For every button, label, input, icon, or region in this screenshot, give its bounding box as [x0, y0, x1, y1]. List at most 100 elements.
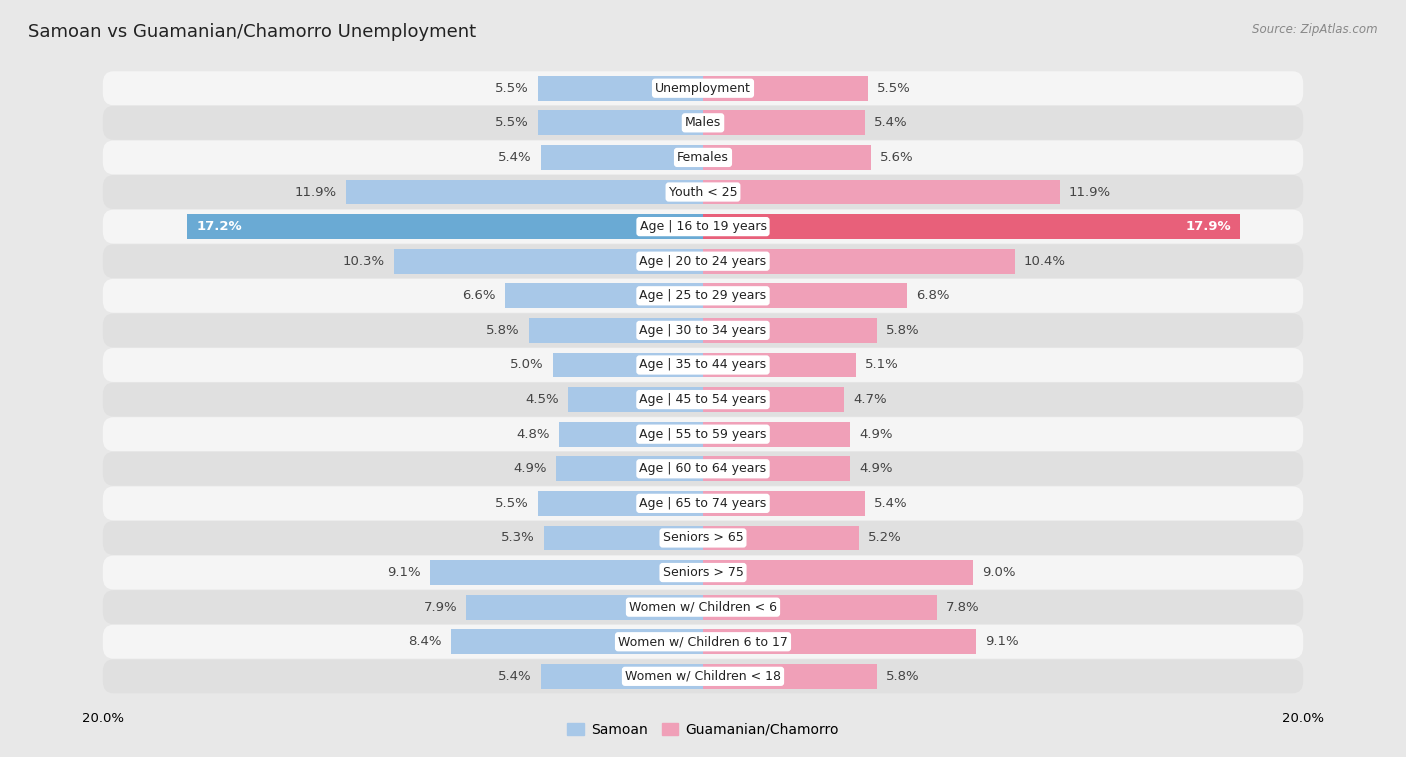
Bar	[703, 595, 936, 619]
Text: 5.6%: 5.6%	[880, 151, 914, 164]
FancyBboxPatch shape	[103, 106, 1303, 140]
FancyBboxPatch shape	[103, 659, 1303, 693]
Bar	[703, 456, 851, 481]
Text: 4.5%: 4.5%	[526, 393, 560, 406]
Text: Age | 60 to 64 years: Age | 60 to 64 years	[640, 463, 766, 475]
FancyBboxPatch shape	[103, 382, 1303, 416]
Bar	[544, 525, 703, 550]
Bar	[703, 491, 865, 516]
Text: 4.9%: 4.9%	[859, 428, 893, 441]
Bar	[560, 422, 703, 447]
Text: 6.8%: 6.8%	[915, 289, 949, 302]
Text: 9.1%: 9.1%	[986, 635, 1018, 648]
Text: 7.8%: 7.8%	[946, 600, 980, 614]
Bar	[703, 387, 844, 412]
FancyBboxPatch shape	[103, 590, 1303, 624]
Text: Source: ZipAtlas.com: Source: ZipAtlas.com	[1253, 23, 1378, 36]
Text: Age | 30 to 34 years: Age | 30 to 34 years	[640, 324, 766, 337]
Text: 11.9%: 11.9%	[295, 185, 337, 198]
Bar	[529, 318, 703, 343]
Text: 9.0%: 9.0%	[981, 566, 1015, 579]
Text: 5.5%: 5.5%	[877, 82, 911, 95]
Text: 5.5%: 5.5%	[495, 497, 529, 510]
FancyBboxPatch shape	[103, 487, 1303, 520]
Bar	[703, 353, 856, 378]
Text: 5.5%: 5.5%	[495, 82, 529, 95]
Text: Samoan vs Guamanian/Chamorro Unemployment: Samoan vs Guamanian/Chamorro Unemploymen…	[28, 23, 477, 41]
Text: Women w/ Children 6 to 17: Women w/ Children 6 to 17	[619, 635, 787, 648]
Text: 4.9%: 4.9%	[859, 463, 893, 475]
FancyBboxPatch shape	[103, 245, 1303, 278]
Text: 5.4%: 5.4%	[875, 497, 908, 510]
Bar	[703, 76, 868, 101]
Text: 5.8%: 5.8%	[886, 324, 920, 337]
Text: 11.9%: 11.9%	[1069, 185, 1111, 198]
Text: 5.8%: 5.8%	[486, 324, 520, 337]
Text: Age | 20 to 24 years: Age | 20 to 24 years	[640, 254, 766, 268]
FancyBboxPatch shape	[103, 71, 1303, 105]
FancyBboxPatch shape	[103, 313, 1303, 347]
FancyBboxPatch shape	[103, 175, 1303, 209]
Bar	[703, 664, 877, 689]
Text: 17.9%: 17.9%	[1185, 220, 1230, 233]
Bar	[703, 525, 859, 550]
Text: 5.5%: 5.5%	[495, 117, 529, 129]
Text: 5.8%: 5.8%	[886, 670, 920, 683]
FancyBboxPatch shape	[103, 417, 1303, 451]
Text: 7.9%: 7.9%	[423, 600, 457, 614]
Bar	[538, 76, 703, 101]
Bar	[346, 179, 703, 204]
Text: 4.7%: 4.7%	[853, 393, 887, 406]
Text: 4.8%: 4.8%	[516, 428, 550, 441]
Bar	[541, 664, 703, 689]
Bar	[703, 145, 870, 170]
FancyBboxPatch shape	[103, 521, 1303, 555]
Bar	[703, 249, 1015, 274]
Text: Age | 65 to 74 years: Age | 65 to 74 years	[640, 497, 766, 510]
FancyBboxPatch shape	[103, 141, 1303, 174]
Text: 17.2%: 17.2%	[195, 220, 242, 233]
Text: 4.9%: 4.9%	[513, 463, 547, 475]
Bar	[465, 595, 703, 619]
FancyBboxPatch shape	[103, 452, 1303, 486]
Bar	[555, 456, 703, 481]
FancyBboxPatch shape	[103, 279, 1303, 313]
Text: Age | 25 to 29 years: Age | 25 to 29 years	[640, 289, 766, 302]
Text: 9.1%: 9.1%	[388, 566, 420, 579]
FancyBboxPatch shape	[103, 556, 1303, 590]
Bar	[703, 283, 907, 308]
Text: 5.2%: 5.2%	[868, 531, 901, 544]
Bar	[451, 629, 703, 654]
Text: Age | 45 to 54 years: Age | 45 to 54 years	[640, 393, 766, 406]
Bar	[505, 283, 703, 308]
Text: Age | 16 to 19 years: Age | 16 to 19 years	[640, 220, 766, 233]
Bar	[703, 111, 865, 136]
Bar	[430, 560, 703, 585]
Text: Seniors > 75: Seniors > 75	[662, 566, 744, 579]
Text: 8.4%: 8.4%	[409, 635, 441, 648]
Bar	[703, 422, 851, 447]
Text: 5.4%: 5.4%	[875, 117, 908, 129]
FancyBboxPatch shape	[103, 348, 1303, 382]
Text: Seniors > 65: Seniors > 65	[662, 531, 744, 544]
Text: 6.6%: 6.6%	[463, 289, 496, 302]
FancyBboxPatch shape	[103, 625, 1303, 659]
Text: 10.4%: 10.4%	[1024, 254, 1066, 268]
Text: 5.3%: 5.3%	[502, 531, 536, 544]
Text: 5.1%: 5.1%	[865, 359, 898, 372]
Text: Males: Males	[685, 117, 721, 129]
Bar	[703, 214, 1240, 239]
Text: Age | 35 to 44 years: Age | 35 to 44 years	[640, 359, 766, 372]
Bar	[538, 111, 703, 136]
Text: 5.4%: 5.4%	[498, 151, 531, 164]
Bar	[538, 491, 703, 516]
Text: 5.0%: 5.0%	[510, 359, 544, 372]
Bar	[703, 318, 877, 343]
Bar	[541, 145, 703, 170]
Bar	[394, 249, 703, 274]
FancyBboxPatch shape	[103, 210, 1303, 244]
Bar	[187, 214, 703, 239]
Bar	[553, 353, 703, 378]
Text: 10.3%: 10.3%	[343, 254, 385, 268]
Bar	[703, 179, 1060, 204]
